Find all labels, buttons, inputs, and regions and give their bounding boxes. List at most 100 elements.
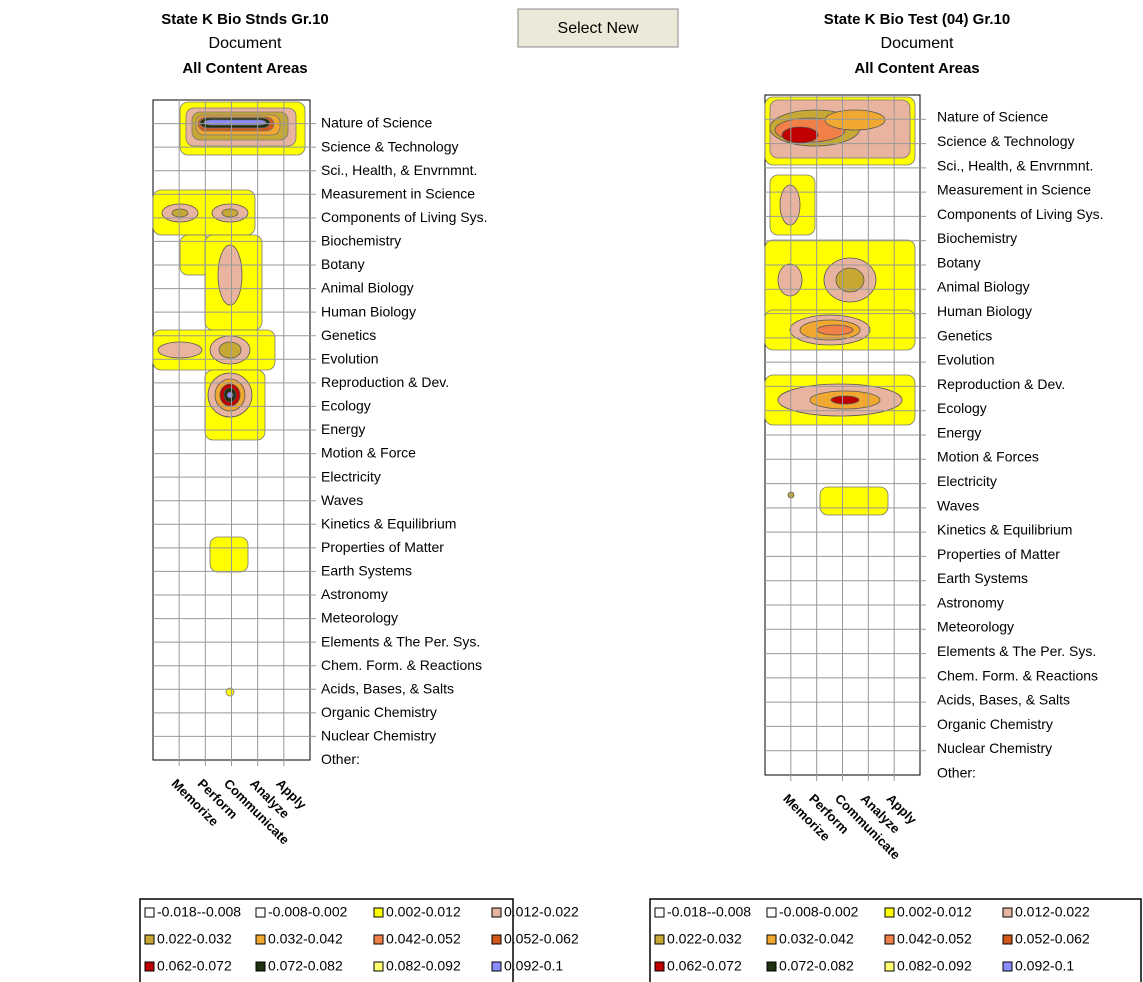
panel-subtitle: Document [881, 35, 954, 52]
row-label: Evolution [937, 352, 995, 368]
legend-swatch [884, 934, 895, 945]
row-label: Nuclear Chemistry [937, 740, 1052, 756]
row-label: Nuclear Chemistry [321, 728, 436, 744]
row-label: Nature of Science [937, 109, 1048, 125]
panel-area: All Content Areas [182, 60, 307, 77]
row-label: Components of Living Sys. [937, 206, 1104, 222]
legend-label: 0.072-0.082 [268, 958, 343, 974]
legend-swatch [766, 934, 777, 945]
panel-subtitle: Document [209, 35, 282, 52]
row-label: Elements & The Per. Sys. [321, 633, 480, 649]
row-label: Energy [321, 421, 365, 437]
charts: State K Bio Stnds Gr.10 Document All Conte… [139, 11, 1142, 982]
legend-label: 0.062-0.072 [667, 958, 742, 974]
legend-label: 0.032-0.042 [779, 931, 854, 947]
select-new-button[interactable] [517, 8, 679, 48]
legend-swatch [491, 907, 502, 918]
contour [816, 324, 854, 336]
row-label: Biochemistry [321, 233, 401, 249]
row-label: Nature of Science [321, 115, 432, 131]
row-label: Measurement in Science [321, 185, 475, 201]
row-label: Earth Systems [937, 570, 1028, 586]
row-label: Waves [321, 492, 363, 508]
legend-box [139, 898, 514, 982]
legend-label: 0.002-0.012 [897, 904, 972, 920]
legend-swatch [654, 961, 665, 972]
legend-swatch [144, 907, 155, 918]
legend-label: 0.012-0.022 [1015, 904, 1090, 920]
legend-swatch [144, 961, 155, 972]
panel-title: State K Bio Stnds Gr.10 [161, 11, 329, 28]
contour [779, 184, 801, 226]
row-label: Ecology [321, 398, 371, 414]
row-label: Motion & Force [321, 445, 416, 461]
row-label: Human Biology [937, 303, 1032, 319]
legend-swatch [766, 907, 777, 918]
legend-label: 0.042-0.052 [386, 931, 461, 947]
row-label: Biochemistry [937, 230, 1017, 246]
row-label: Reproduction & Dev. [321, 374, 449, 390]
legend-swatch [373, 907, 384, 918]
row-label: Chem. Form. & Reactions [321, 657, 482, 673]
contour [835, 267, 865, 293]
legend-label: 0.082-0.092 [897, 958, 972, 974]
legend-swatch [255, 907, 266, 918]
legend-swatch [144, 934, 155, 945]
row-label: Energy [937, 424, 981, 440]
row-label: Kinetics & Equilibrium [321, 515, 456, 531]
contour [226, 391, 234, 399]
legend-label: -0.018--0.008 [157, 904, 241, 920]
legend-label: 0.072-0.082 [779, 958, 854, 974]
row-label: Animal Biology [937, 279, 1030, 295]
contour [218, 341, 242, 359]
legend-swatch [1002, 934, 1013, 945]
row-label: Science & Technology [937, 133, 1075, 149]
legend-swatch [255, 934, 266, 945]
row-label: Measurement in Science [937, 182, 1091, 198]
row-label: Properties of Matter [321, 539, 444, 555]
row-label: Electricity [321, 468, 381, 484]
row-label: Acids, Bases, & Salts [937, 692, 1070, 708]
contour [824, 109, 886, 131]
contour [209, 536, 249, 573]
legend-label: 0.092-0.1 [1015, 958, 1074, 974]
contour [819, 486, 889, 516]
legend-label: 0.002-0.012 [386, 904, 461, 920]
row-label: Genetics [321, 327, 376, 343]
legend-label: 0.052-0.062 [504, 931, 579, 947]
legend-swatch [1002, 961, 1013, 972]
legend-swatch [654, 934, 665, 945]
row-label: Sci., Health, & Envrnmnt. [321, 162, 477, 178]
legend-swatch [491, 961, 502, 972]
row-label: Electricity [937, 473, 997, 489]
legend-label: 0.032-0.042 [268, 931, 343, 947]
contour [777, 263, 803, 297]
row-label: Botany [321, 256, 365, 272]
contour [203, 119, 267, 126]
row-label: Acids, Bases, & Salts [321, 680, 454, 696]
panel-area: All Content Areas [854, 60, 979, 77]
legend-swatch [654, 907, 665, 918]
legend-swatch [491, 934, 502, 945]
legend-swatch [373, 934, 384, 945]
legend-label: -0.008-0.002 [779, 904, 859, 920]
row-label: Other: [937, 764, 976, 780]
legend-label: -0.008-0.002 [268, 904, 348, 920]
legend-box [649, 898, 1142, 982]
contour [171, 208, 189, 218]
row-label: Organic Chemistry [321, 704, 437, 720]
row-label: Meteorology [937, 619, 1014, 635]
contour [157, 341, 203, 359]
legend-label: 0.082-0.092 [386, 958, 461, 974]
button-label[interactable]: Select New [558, 20, 639, 37]
legend-swatch [884, 907, 895, 918]
row-label: Other: [321, 751, 360, 767]
row-label: Properties of Matter [937, 546, 1060, 562]
row-label: Elements & The Per. Sys. [937, 643, 1096, 659]
row-label: Reproduction & Dev. [937, 376, 1065, 392]
legend-label: 0.022-0.032 [157, 931, 232, 947]
row-label: Meteorology [321, 610, 398, 626]
legend-label: 0.062-0.072 [157, 958, 232, 974]
row-label: Astronomy [937, 594, 1004, 610]
legend-swatch [1002, 907, 1013, 918]
